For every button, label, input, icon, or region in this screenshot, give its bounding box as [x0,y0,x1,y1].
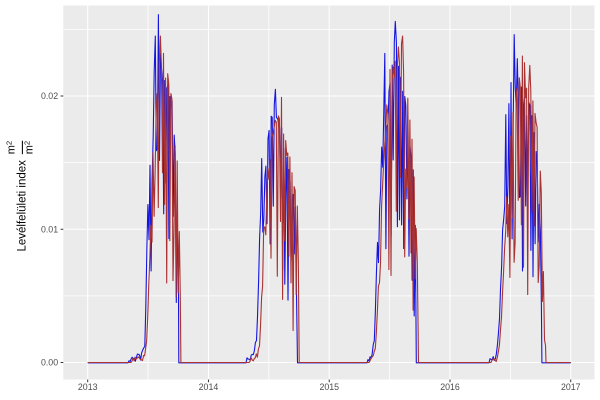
svg-text:0.00: 0.00 [41,358,58,368]
svg-text:0.02: 0.02 [41,91,58,101]
svg-text:Levélfelületi index: Levélfelületi index [16,160,28,252]
svg-text:2016: 2016 [440,382,460,392]
svg-text:2017: 2017 [561,382,581,392]
svg-text:0.01: 0.01 [41,224,58,234]
svg-text:2013: 2013 [78,382,98,392]
svg-text:2015: 2015 [319,382,339,392]
svg-text:2014: 2014 [199,382,219,392]
